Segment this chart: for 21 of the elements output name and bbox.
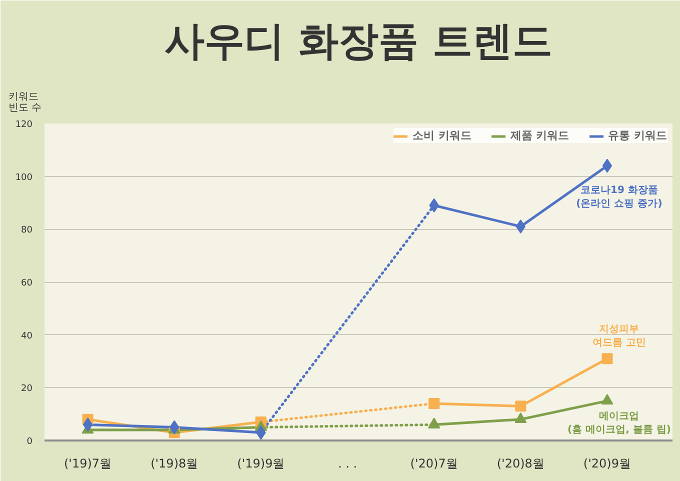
y-tick-label: 20 <box>21 384 33 394</box>
legend-label: 소비 키워드 <box>412 128 472 143</box>
x-tick-label: ('19)9월 <box>237 456 285 470</box>
x-tick-label: ('19)7월 <box>64 456 112 470</box>
x-tick-label: ('20)9월 <box>583 456 632 470</box>
annotation: 메이크업 (홈 메이크업, 볼륨 립) <box>568 410 671 436</box>
y-tick-label: 80 <box>21 226 33 236</box>
y-tick-label: 60 <box>21 278 33 288</box>
chart-title: 사우디 화장품 트렌드 <box>164 18 552 64</box>
legend-label: 제품 키워드 <box>510 128 570 143</box>
y-tick-label: 0 <box>26 437 33 447</box>
annotation: 지성피부 여드름 고민 <box>592 324 646 349</box>
legend-label: 유통 키워드 <box>608 128 667 143</box>
x-tick-label: ('19)8월 <box>150 456 198 470</box>
x-tick-label: ('20)7월 <box>410 456 458 470</box>
y-tick-label: 120 <box>15 120 33 130</box>
x-tick-label: . . . <box>338 456 358 470</box>
y-tick-label: 100 <box>15 172 33 183</box>
y-tick-label: 40 <box>21 331 33 342</box>
x-tick-label: ('20)8월 <box>496 456 544 470</box>
y-axis-title: 키워드 빈도 수 <box>8 92 42 114</box>
